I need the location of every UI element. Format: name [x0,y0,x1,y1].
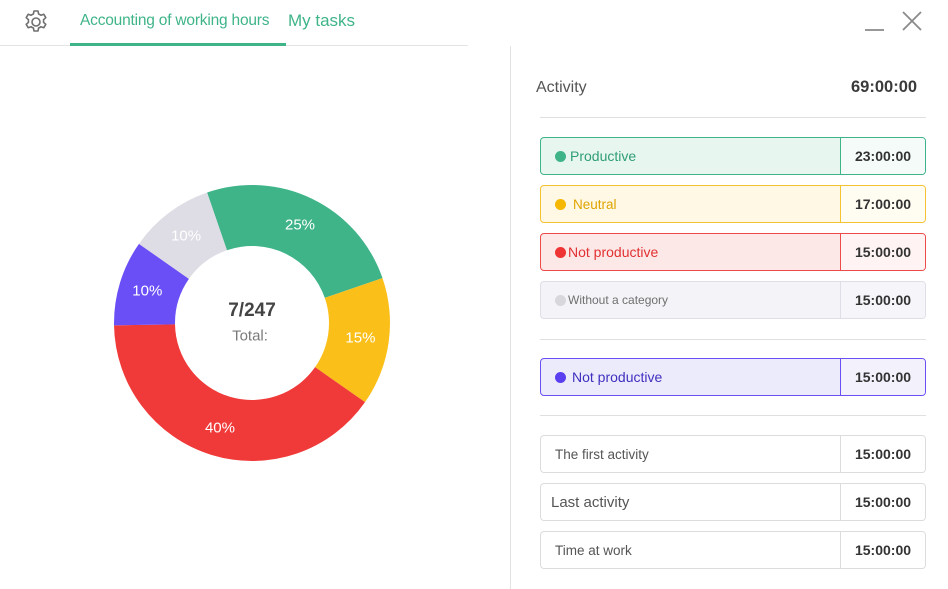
slice-label: 40% [204,419,235,437]
category-row-productive[interactable]: Productive 23:00:00 [540,137,926,175]
not-productive-dot-icon [555,246,566,258]
donut-svg [114,185,390,462]
tab-accounting-of-working-hours[interactable]: Accounting of working hours [80,12,270,29]
highlight-dot-icon [555,371,566,383]
highlight-row-not-productive[interactable]: Not productive 15:00:00 [540,358,926,396]
donut-slice[interactable] [138,192,227,279]
donut-chart: 25% 15% 40% 10% 10% 7/247 Total: [110,181,394,465]
chart-center-caption: Total: [232,327,268,345]
productive-dot-icon [555,150,566,162]
donut-slice[interactable] [114,324,366,462]
active-tab-indicator [70,43,286,46]
highlight-label: Not productive [572,369,663,385]
category-label: Productive [570,148,637,164]
summary-time: 15:00:00 [840,484,925,520]
slice-label: 10% [132,282,163,300]
tab-my-tasks[interactable]: My tasks [288,11,356,30]
category-time: 15:00:00 [840,282,925,318]
category-time: 17:00:00 [840,186,925,222]
category-label: Not productive [568,244,659,260]
category-row-without-category[interactable]: Without a category 15:00:00 [540,281,926,319]
panel-divider [510,46,511,589]
summary-time: 15:00:00 [840,532,925,568]
slice-label: 15% [345,329,376,347]
summary-label: The first activity [555,446,649,462]
close-icon[interactable] [900,8,926,36]
summary-row-last-activity[interactable]: Last activity 15:00:00 [540,483,926,521]
donut-slice[interactable] [114,243,189,326]
header: Accounting of working hours My tasks [0,0,948,46]
summary-label: Last activity [551,493,630,511]
category-row-neutral[interactable]: Neutral 17:00:00 [540,185,926,223]
category-label: Neutral [573,196,617,212]
donut-slice[interactable] [207,185,383,298]
summary-label: Time at work [555,542,632,558]
chart-center-value: 7/247 [228,300,276,321]
slice-label: 25% [284,216,316,234]
activity-label: Activity [536,79,587,96]
slice-label: 10% [171,227,202,245]
divider [540,415,926,416]
category-row-not-productive[interactable]: Not productive 15:00:00 [540,233,926,271]
donut-slice[interactable] [315,278,390,403]
activity-total: 69:00:00 [851,78,918,96]
divider [540,339,926,340]
highlight-time: 15:00:00 [840,359,925,395]
minimize-icon[interactable] [862,8,888,36]
summary-row-first-activity[interactable]: The first activity 15:00:00 [540,435,926,473]
gear-icon[interactable] [22,8,50,36]
summary-time: 15:00:00 [840,436,925,472]
uncategorized-dot-icon [555,294,566,306]
category-label: Without a category [568,293,669,307]
neutral-dot-icon [555,198,566,210]
category-time: 23:00:00 [840,138,925,174]
divider [540,117,926,118]
summary-row-time-at-work[interactable]: Time at work 15:00:00 [540,531,926,569]
category-time: 15:00:00 [840,234,925,270]
